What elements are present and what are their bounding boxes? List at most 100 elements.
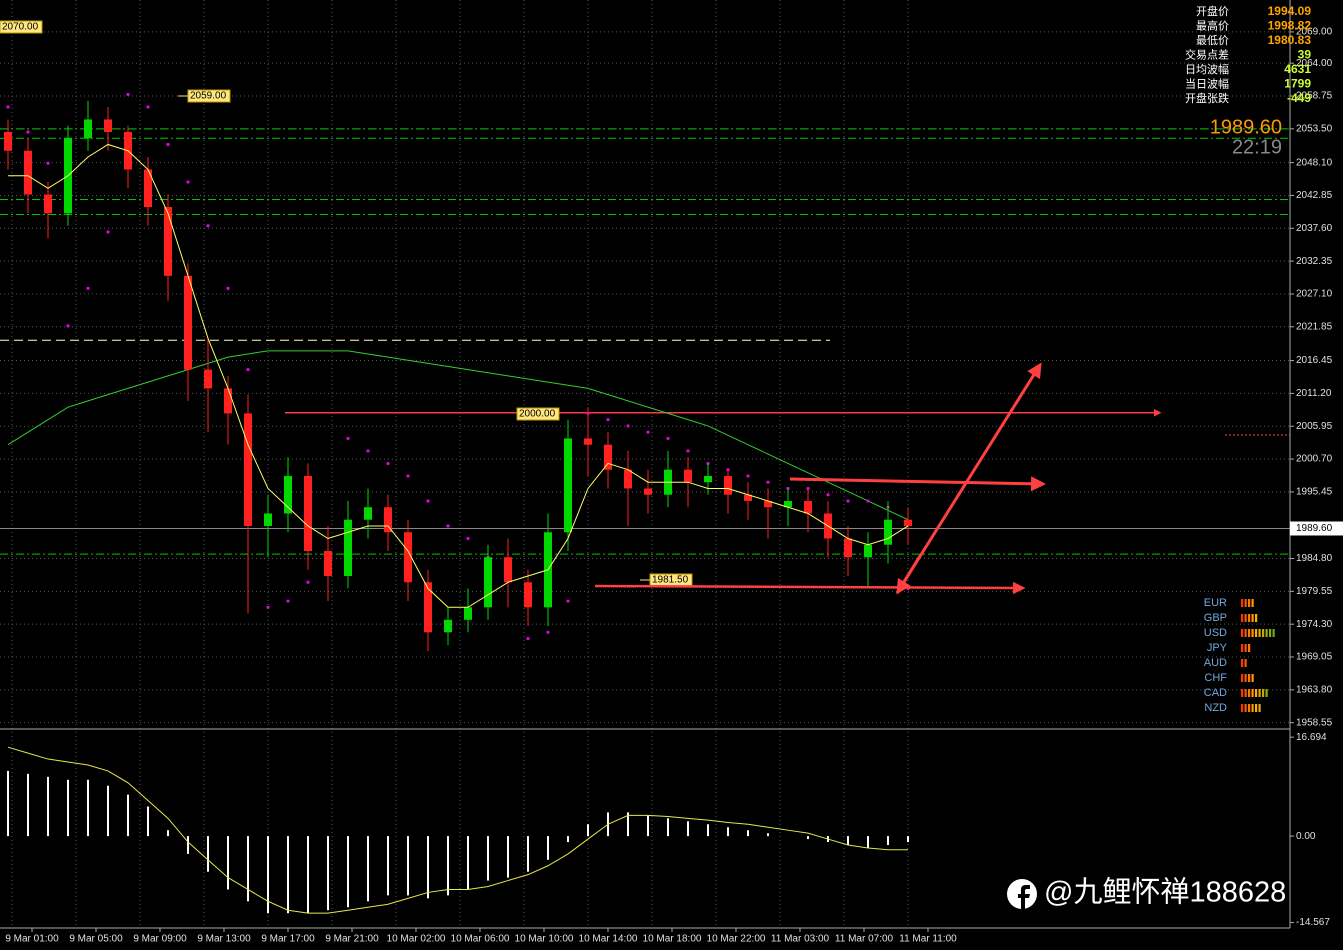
histogram-bar <box>547 836 549 860</box>
candle-body <box>384 507 392 533</box>
info-panel: 开盘价 1994.09 最高价 1998.82 最低价 1980.83 交易点差 39 日均波幅… <box>1185 4 1311 105</box>
price-tag <box>0 20 43 34</box>
sar-dot <box>46 161 50 165</box>
strength-segment <box>1251 689 1254 697</box>
watermark: @九鲤怀禅188628 <box>1044 876 1286 909</box>
y-tick-label: 1995.45 <box>1296 487 1333 498</box>
y-tick-label: 2027.10 <box>1296 289 1333 300</box>
strength-bar <box>1241 629 1275 637</box>
histogram-bar <box>447 836 449 896</box>
strength-segment <box>1244 704 1247 712</box>
candle-body <box>364 507 372 520</box>
strength-segment <box>1255 704 1258 712</box>
candle-body <box>44 194 52 214</box>
strength-segment <box>1248 674 1251 682</box>
candle-body <box>344 519 352 577</box>
sar-dot <box>386 461 390 466</box>
strength-segment <box>1241 644 1244 652</box>
histogram-bar <box>747 830 749 837</box>
x-tick-label: 9 Mar 05:00 <box>69 934 123 945</box>
histogram-bar <box>267 836 269 914</box>
histogram-bar <box>507 836 509 878</box>
y-tick-label: 1979.55 <box>1296 586 1333 597</box>
strength-segment <box>1241 704 1244 712</box>
candle-body <box>804 500 812 514</box>
candle-body <box>144 169 152 208</box>
price-tag-label: 1981.50 <box>652 575 689 586</box>
y-tick-label: 2048.10 <box>1296 157 1333 168</box>
histogram-bar <box>247 836 249 902</box>
strength-segment <box>1241 674 1244 682</box>
candle-body <box>304 475 312 552</box>
y-tick-label: 2005.95 <box>1296 421 1333 432</box>
histogram-bar <box>767 833 769 837</box>
last-price-big: 1989.60 <box>1210 116 1282 138</box>
x-tick-label: 9 Mar 13:00 <box>197 934 251 945</box>
info-value: 1799 <box>1284 77 1311 91</box>
sar-dot <box>826 493 830 497</box>
strength-segment <box>1241 599 1244 607</box>
histogram-bar <box>487 836 489 881</box>
currency-strength: EUR GBP USD JPY AUD CHF CAD NZD <box>1204 597 1275 714</box>
sar-dot <box>686 449 690 453</box>
sar-dot <box>406 474 410 478</box>
strength-segment <box>1265 629 1268 637</box>
strength-segment <box>1258 629 1261 637</box>
plot: 2070.00 2059.00 2000.00 1981.50 <box>0 20 1290 914</box>
candle-body <box>164 207 172 276</box>
histogram-bar <box>567 836 569 843</box>
strength-segment <box>1244 674 1247 682</box>
candle-body <box>904 519 912 526</box>
candle-body <box>844 538 852 558</box>
histogram-bar <box>667 818 669 837</box>
sar-dot <box>286 599 290 603</box>
histogram-bar <box>427 836 429 899</box>
histogram-bar <box>87 779 89 837</box>
histogram-bar <box>527 836 529 872</box>
candle-body <box>864 544 872 558</box>
candle-body <box>464 607 472 620</box>
price-tag-label: 2070.00 <box>2 22 39 33</box>
info-label: 交易点差 <box>1185 47 1229 61</box>
sar-dot <box>6 105 10 109</box>
strength-segment <box>1272 629 1275 637</box>
info-value: 1998.82 <box>1268 19 1312 33</box>
candle-body <box>684 469 692 483</box>
sar-dot <box>366 449 370 453</box>
sar-dot <box>66 324 70 328</box>
clock: 22:19 <box>1232 136 1282 158</box>
info-label: 开盘价 <box>1196 4 1229 18</box>
currency-name: AUD <box>1204 657 1227 669</box>
histogram-bar <box>347 836 349 908</box>
histogram-bar <box>307 836 309 914</box>
sar-dot <box>746 474 750 478</box>
sar-dot <box>146 105 150 109</box>
strength-segment <box>1244 659 1247 667</box>
strength-segment <box>1258 689 1261 697</box>
candle-body <box>884 519 892 545</box>
y-tick-label: -14.567 <box>1296 917 1330 928</box>
candle-body <box>204 369 212 389</box>
axes: 2069.00 2064.00 2058.75 2053.50 2048.10 2042.… <box>5 27 1343 945</box>
strength-segment <box>1244 599 1247 607</box>
histogram-bar <box>807 836 809 840</box>
y-tick-label: 2011.20 <box>1296 388 1332 399</box>
histogram-bar <box>167 830 169 837</box>
candle-body <box>564 438 572 533</box>
y-tick-label: 2042.85 <box>1296 190 1333 201</box>
strength-segment <box>1251 704 1254 712</box>
sar-dot <box>526 636 530 641</box>
strength-segment <box>1241 629 1244 637</box>
x-tick-label: 9 Mar 21:00 <box>325 934 379 945</box>
y-tick-label: 16.694 <box>1296 732 1327 743</box>
info-label: 当日波幅 <box>1185 76 1229 90</box>
sar-dot <box>126 92 130 97</box>
strength-bar <box>1241 689 1268 697</box>
info-label: 日均波幅 <box>1185 63 1229 76</box>
sar-dot <box>226 286 230 290</box>
histogram-bar <box>367 836 369 902</box>
histogram-bar <box>127 794 129 837</box>
